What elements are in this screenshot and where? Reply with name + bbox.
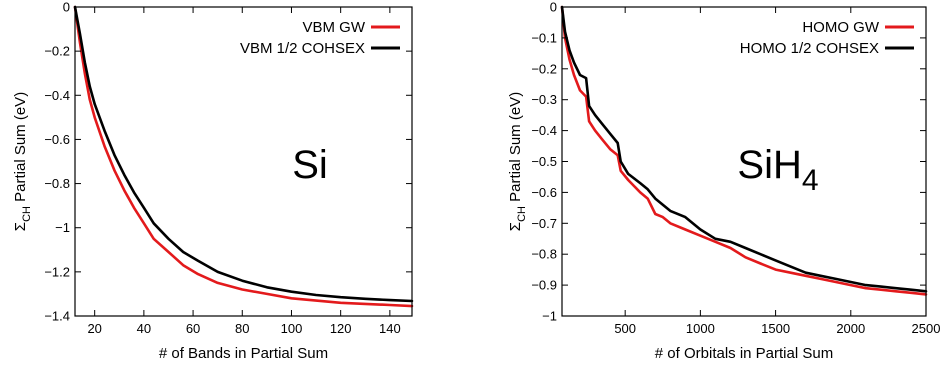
legend-label: HOMO GW bbox=[802, 19, 879, 36]
y-tick-label: −0.9 bbox=[531, 278, 557, 293]
x-tick-label: 1000 bbox=[686, 321, 715, 336]
y-tick-label: −0.3 bbox=[531, 92, 557, 107]
legend-label: HOMO 1/2 COHSEX bbox=[740, 40, 879, 57]
x-tick-label: 60 bbox=[186, 321, 200, 336]
y-tick-label: 0 bbox=[550, 0, 557, 15]
y-tick-label: −1 bbox=[55, 220, 70, 235]
y-tick-label: −0.2 bbox=[44, 44, 70, 59]
series-line-gw bbox=[73, 5, 414, 308]
y-tick-label: −0.1 bbox=[531, 30, 557, 45]
y-tick-label: −0.6 bbox=[531, 185, 557, 200]
chart-panel-2: 500 1000 1500 2000 2500 0 −0.1 −0.2 −0.3 −0.4 −0.5… bbox=[507, 0, 940, 362]
x-tick-label: 80 bbox=[235, 321, 249, 336]
legend-label: VBM GW bbox=[303, 19, 366, 36]
x-tick-label: 120 bbox=[330, 321, 352, 336]
y-tick-label: −0.4 bbox=[44, 88, 70, 103]
y-tick-label: −0.8 bbox=[531, 247, 557, 262]
series-line-gw bbox=[560, 5, 928, 296]
x-axis-label: # of Orbitals in Partial Sum bbox=[655, 345, 833, 362]
x-tick-label: 20 bbox=[87, 321, 101, 336]
x-tick-label: 1500 bbox=[761, 321, 790, 336]
x-tick-label: 500 bbox=[614, 321, 636, 336]
y-tick-label: −1.4 bbox=[44, 309, 70, 324]
legend-label: VBM 1/2 COHSEX bbox=[240, 40, 365, 57]
chart-panel-1: 20 40 60 80 100 120 140 0 −0.2 −0.4 −0.6 −0.8 −1 −1.2… bbox=[12, 0, 414, 362]
series-line-cohsex bbox=[560, 5, 928, 293]
y-tick-label: −0.7 bbox=[531, 216, 557, 231]
system-label: SiH4 bbox=[737, 143, 818, 197]
x-tick-label: 2500 bbox=[912, 321, 941, 336]
y-tick-label: −0.2 bbox=[531, 61, 557, 76]
x-tick-label: 140 bbox=[379, 321, 401, 336]
series-line-cohsex bbox=[73, 5, 414, 303]
x-tick-label: 40 bbox=[137, 321, 151, 336]
y-tick-label: −0.8 bbox=[44, 176, 70, 191]
x-tick-label: 2000 bbox=[836, 321, 865, 336]
y-tick-label: −1.2 bbox=[44, 264, 70, 279]
system-label: Si bbox=[292, 143, 328, 187]
y-tick-label: −1 bbox=[542, 309, 557, 324]
y-tick-label: −0.6 bbox=[44, 132, 70, 147]
y-tick-label: 0 bbox=[63, 0, 70, 15]
x-tick-label: 100 bbox=[281, 321, 303, 336]
plot-frame bbox=[74, 6, 413, 317]
y-axis-label: ΣCH Partial Sum (eV) bbox=[507, 92, 528, 231]
x-axis-label: # of Bands in Partial Sum bbox=[159, 345, 328, 362]
y-tick-label: −0.4 bbox=[531, 123, 557, 138]
y-tick-label: −0.5 bbox=[531, 154, 557, 169]
y-axis-label: ΣCH Partial Sum (eV) bbox=[12, 92, 33, 231]
